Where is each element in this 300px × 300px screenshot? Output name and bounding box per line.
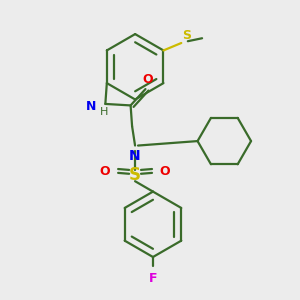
Text: O: O [100,165,110,178]
Text: F: F [149,272,157,285]
Text: O: O [160,165,170,178]
Text: O: O [142,73,153,85]
Text: S: S [182,29,191,42]
Text: N: N [129,149,141,163]
Text: N: N [86,100,96,113]
Text: S: S [129,166,141,184]
Text: H: H [100,107,108,117]
